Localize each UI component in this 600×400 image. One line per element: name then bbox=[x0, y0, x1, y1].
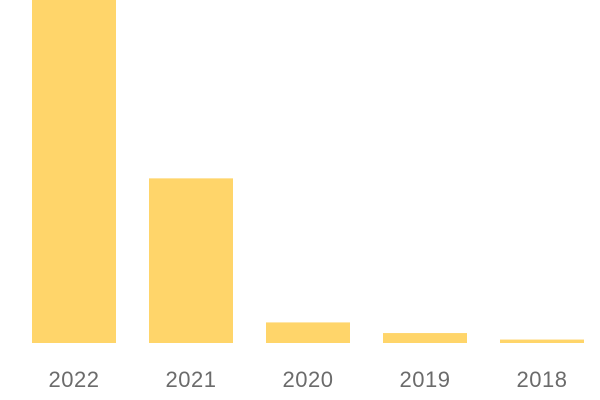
x-tick-label-2018: 2018 bbox=[517, 367, 568, 392]
x-tick-label-2019: 2019 bbox=[400, 367, 451, 392]
bar-2020 bbox=[266, 322, 350, 343]
x-tick-label-2020: 2020 bbox=[283, 367, 334, 392]
x-axis-ticks: 2022 2021 2020 2019 2018 bbox=[49, 367, 568, 392]
bar-2021 bbox=[149, 178, 233, 343]
bar-2019 bbox=[383, 333, 467, 343]
x-tick-label-2022: 2022 bbox=[49, 367, 100, 392]
bar-2018 bbox=[500, 339, 584, 343]
bars bbox=[32, 0, 584, 343]
bar-2022 bbox=[32, 0, 116, 343]
x-tick-label-2021: 2021 bbox=[166, 367, 217, 392]
